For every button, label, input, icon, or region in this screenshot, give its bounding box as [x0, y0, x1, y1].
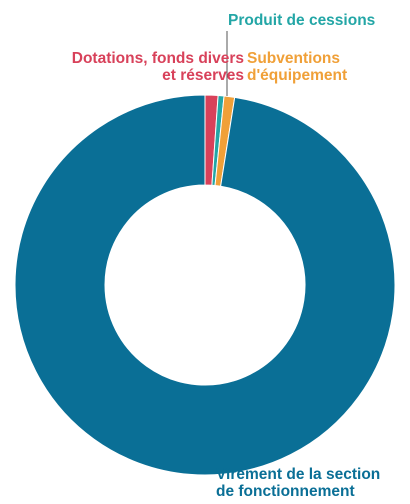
- slice-virement: [14, 94, 396, 476]
- slice-label-dotations: Dotations, fonds divers et réserves: [71, 50, 244, 84]
- slice-label-virement: Virement de la section de fonctionnement: [216, 466, 381, 500]
- donut-slices: [14, 94, 396, 476]
- slice-label-produit-de-cessions: Produit de cessions: [228, 12, 376, 29]
- slice-label-subventions: Subventions d'équipement: [247, 50, 348, 84]
